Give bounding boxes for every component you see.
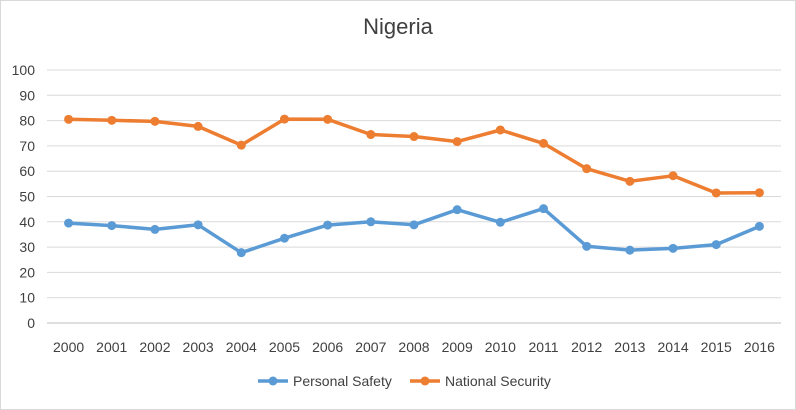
data-point-personal-safety [452, 205, 462, 215]
legend-item-personal-safety: Personal Safety [258, 373, 392, 389]
x-tick-label: 2013 [614, 339, 645, 355]
y-axis-ticks: 0 10 20 30 40 50 60 70 80 90 100 [12, 62, 36, 331]
data-point-national-security [754, 188, 764, 198]
chart-title: Nigeria [363, 14, 433, 39]
series-lines [64, 114, 764, 258]
data-point-national-security [64, 114, 74, 124]
x-tick-label: 2004 [226, 339, 257, 355]
legend-label: Personal Safety [293, 373, 392, 389]
series-line-personal-safety [66, 206, 762, 255]
x-tick-label: 2002 [139, 339, 170, 355]
data-point-national-security [366, 130, 376, 140]
data-point-national-security [323, 114, 333, 124]
data-point-personal-safety [150, 224, 160, 234]
legend-swatch-marker [420, 376, 430, 386]
x-tick-label: 2008 [398, 339, 429, 355]
data-point-national-security [409, 132, 419, 142]
data-point-personal-safety [323, 220, 333, 230]
gridlines [47, 69, 781, 324]
y-tick-label: 10 [19, 290, 35, 306]
data-point-personal-safety [711, 240, 721, 250]
data-point-personal-safety [495, 217, 505, 227]
legend-swatch-marker [268, 376, 278, 386]
series-line-national-security [66, 117, 762, 195]
data-point-personal-safety [625, 245, 635, 255]
data-point-national-security [452, 137, 462, 147]
y-tick-label: 30 [19, 239, 35, 255]
legend: Personal Safety National Security [258, 373, 551, 389]
data-point-national-security [668, 171, 678, 181]
data-point-national-security [150, 116, 160, 126]
data-point-personal-safety [539, 204, 549, 214]
y-tick-label: 100 [12, 62, 36, 78]
x-tick-label: 2003 [183, 339, 214, 355]
data-point-national-security [582, 164, 592, 174]
x-tick-label: 2012 [571, 339, 602, 355]
x-tick-label: 2005 [269, 339, 300, 355]
data-point-personal-safety [64, 218, 74, 228]
y-tick-label: 0 [27, 315, 35, 331]
data-point-personal-safety [409, 220, 419, 230]
data-point-personal-safety [754, 221, 764, 231]
data-point-personal-safety [279, 233, 289, 243]
data-point-national-security [711, 188, 721, 198]
x-tick-label: 2000 [53, 339, 84, 355]
y-tick-label: 50 [19, 189, 35, 205]
legend-label: National Security [445, 373, 551, 389]
x-tick-label: 2010 [485, 339, 516, 355]
y-tick-label: 80 [19, 113, 35, 129]
data-point-national-security [539, 138, 549, 148]
data-point-national-security [495, 125, 505, 135]
data-point-national-security [193, 121, 203, 131]
legend-item-national-security: National Security [410, 373, 551, 389]
y-tick-label: 40 [19, 214, 35, 230]
data-point-personal-safety [582, 241, 592, 251]
x-tick-label: 2011 [528, 339, 558, 355]
data-point-national-security [625, 176, 635, 186]
y-tick-label: 20 [19, 264, 35, 280]
x-tick-label: 2016 [744, 339, 775, 355]
series-national-security [64, 114, 764, 198]
x-tick-label: 2014 [657, 339, 688, 355]
x-tick-label: 2001 [96, 339, 127, 355]
data-point-personal-safety [107, 221, 117, 231]
y-tick-label: 70 [19, 138, 35, 154]
data-point-personal-safety [366, 217, 376, 227]
data-point-national-security [236, 140, 246, 150]
y-tick-label: 90 [19, 87, 35, 103]
x-tick-label: 2015 [701, 339, 732, 355]
x-tick-label: 2009 [442, 339, 473, 355]
data-point-personal-safety [236, 248, 246, 258]
data-point-national-security [279, 114, 289, 124]
data-point-personal-safety [193, 220, 203, 230]
y-tick-label: 60 [19, 163, 35, 179]
data-point-national-security [107, 115, 117, 125]
x-axis-ticks: 2000 2001 2002 2003 2004 2005 2006 2007 2008 2009… [53, 339, 775, 355]
x-tick-label: 2007 [355, 339, 386, 355]
x-tick-label: 2006 [312, 339, 343, 355]
series-personal-safety [64, 204, 764, 258]
data-point-personal-safety [668, 243, 678, 253]
